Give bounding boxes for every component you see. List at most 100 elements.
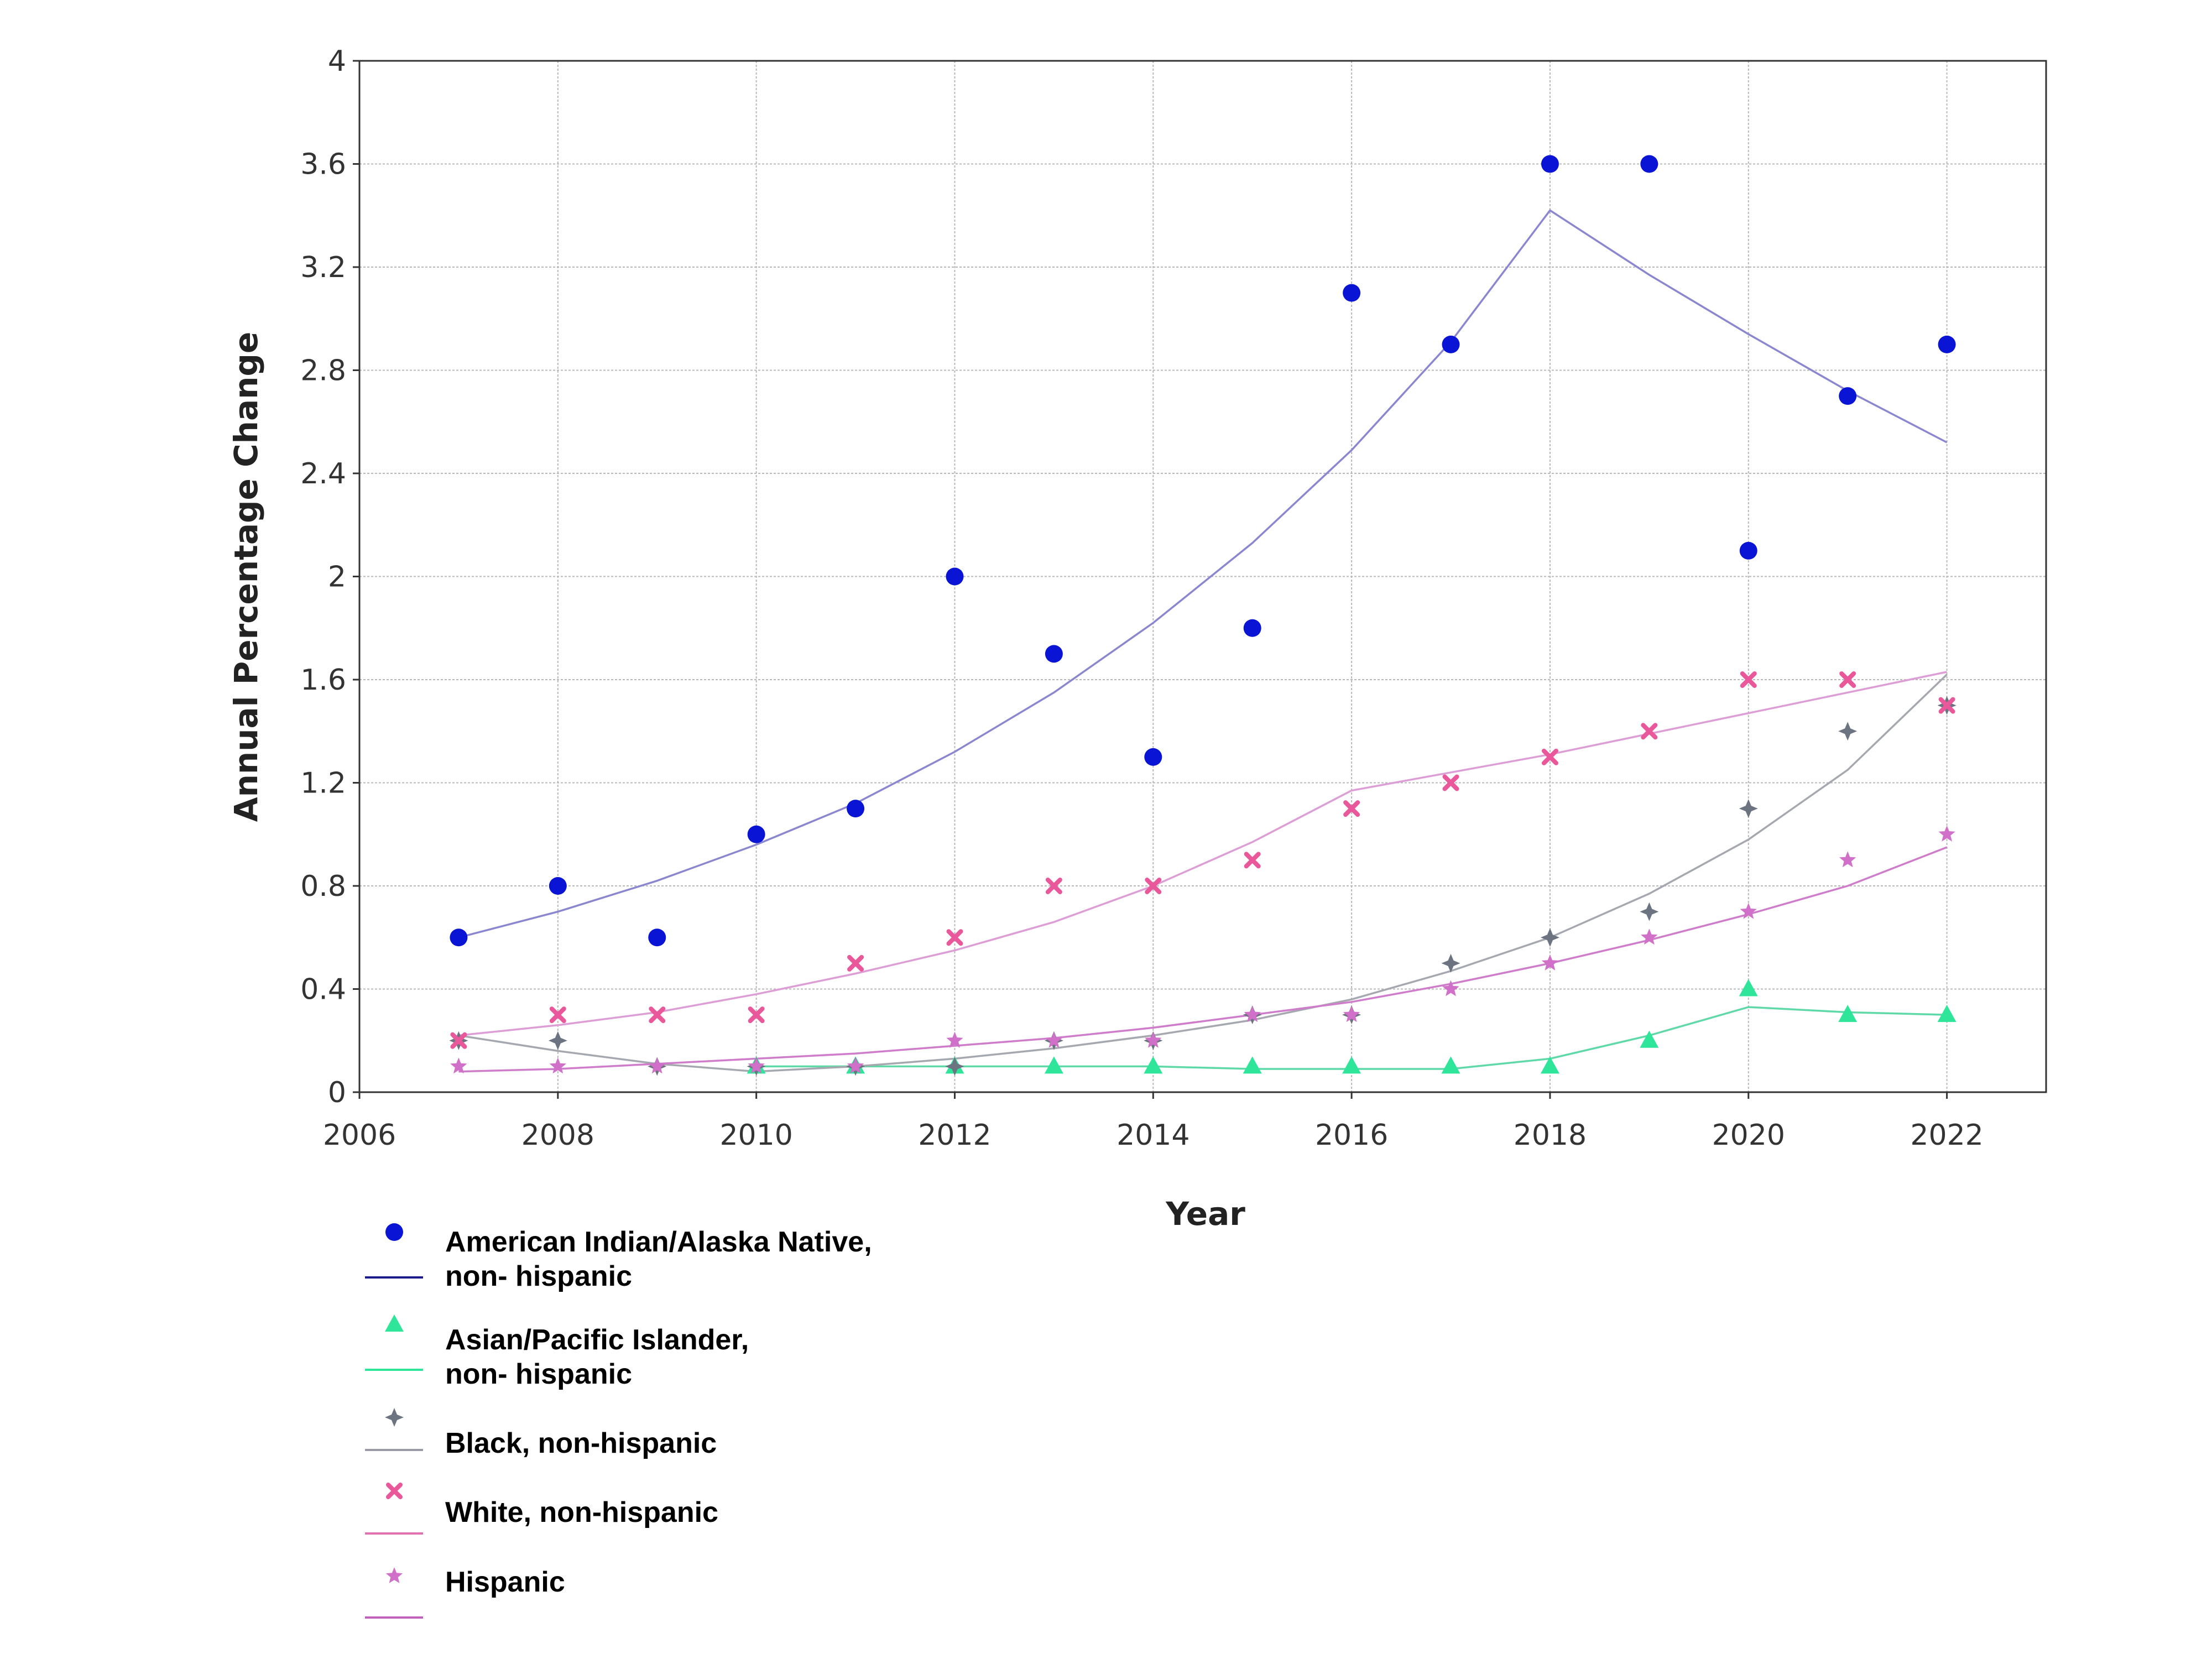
legend-label: Asian/Pacific Islander, [445,1324,749,1356]
y-tick-label: 2.8 [300,354,346,388]
series-0-data-point [1938,335,1956,353]
legend-marker-0 [385,1223,403,1241]
legend-entry-1: Asian/Pacific Islander,non- hispanic [365,1314,749,1390]
series-4-data-point [1938,825,1955,842]
legend-entry-3: White, non-hispanic [365,1483,718,1535]
x-tick-label: 2022 [1910,1119,1983,1152]
legend-label: American Indian/Alaska Native, [445,1226,872,1258]
series-0-data-point [1045,645,1063,663]
series-3-fit-line [458,671,1947,1037]
series-0-data-point [1739,541,1757,560]
series-1-data-point [1342,1056,1361,1074]
legend-marker-2 [385,1408,404,1427]
series-2-data-point [1441,953,1460,973]
series-1-data-point [1540,1056,1559,1074]
legend-marker-3 [386,1483,403,1499]
series-2-fit-line [458,674,1948,1073]
series-2-data-point [548,1031,567,1050]
series-0-data-point [847,800,865,818]
legend-marker-1 [385,1314,404,1332]
data-markers [449,155,1957,1076]
y-tick-label: 2.4 [300,457,346,491]
series-3-data-point [1145,878,1162,894]
series-4-data-point [1045,1031,1063,1048]
legend-entry-4: Hispanic [365,1566,565,1619]
series-0-data-point [1541,155,1559,173]
y-tick-label: 3.2 [300,251,346,284]
series-0-data-point [1839,387,1857,405]
series-3-data-point [1641,723,1658,740]
series-3-data-point [748,1006,765,1024]
series-2-data-point [1640,902,1659,921]
series-1-data-point [1739,979,1758,997]
legend-label: Hispanic [445,1566,565,1598]
legend-label: non- hispanic [445,1358,632,1390]
y-axis-title: Annual Percentage Change [227,332,265,822]
y-tick-label: 0.8 [300,870,346,903]
x-tick-label: 2020 [1712,1119,1785,1152]
y-axis-ticks: 0 0.4 0.8 1.2 1.6 2 2.4 2.8 3.2 3.6 4 [300,45,359,1109]
legend-label: White, non-hispanic [445,1496,718,1528]
series-3-data-point [649,1006,666,1024]
series-4-data-point [1145,1031,1162,1048]
y-tick-label: 0.4 [300,973,346,1006]
series-3-data-point [847,954,864,972]
series-0-data-point [747,825,765,843]
x-tick-label: 2014 [1117,1119,1190,1152]
series-0-data-point [1442,335,1460,353]
series-4-data-point [1442,980,1459,997]
series-0-data-point [1144,748,1162,766]
legend-label: non- hispanic [445,1260,632,1292]
series-4-data-point [1839,851,1856,868]
series-3-data-point [1244,852,1261,869]
series-1-data-point [1838,1005,1858,1022]
y-tick-label: 0 [328,1076,346,1109]
series-1-data-point [1640,1030,1659,1048]
series-4-fit-line [458,846,1948,1073]
series-1-data-point [1243,1056,1262,1074]
series-0-data-point [549,877,567,895]
x-axis-ticks: 2006 2008 2010 2012 2014 2016 2018 2020 2022 [323,1092,1984,1152]
series-4-data-point [1244,1006,1261,1022]
series-0-data-point [1243,619,1261,637]
series-1-data-point [1144,1056,1163,1074]
y-tick-label: 4 [328,45,346,78]
series-0-data-point [450,928,468,947]
series-4-data-point [1641,928,1658,945]
y-tick-label: 1.2 [300,767,346,800]
series-1-data-point [1044,1056,1063,1074]
x-tick-label: 2012 [918,1119,991,1152]
legend-entry-0: American Indian/Alaska Native,non- hispa… [365,1223,872,1292]
series-3-data-point [1740,671,1757,688]
series-4-data-point [450,1057,467,1074]
series-2-data-point [945,1057,964,1076]
x-tick-label: 2016 [1315,1119,1388,1152]
series-1-data-point [1937,1005,1957,1022]
series-2-data-point [1739,799,1758,818]
series-3-data-point [549,1006,566,1024]
y-tick-label: 1.6 [300,664,346,697]
series-0-data-point [946,567,964,586]
series-4-data-point [847,1057,864,1074]
series-3-data-point [1839,671,1856,688]
series-3-data-point [946,929,963,946]
x-tick-label: 2010 [719,1119,792,1152]
series-0-data-point [648,928,666,947]
series-3-data-point [1938,697,1955,714]
x-tick-label: 2018 [1514,1119,1587,1152]
series-2-data-point [1540,928,1559,947]
x-axis-title: Year [1165,1195,1245,1233]
y-tick-label: 2 [328,561,346,594]
series-3-data-point [1541,748,1558,765]
series-1-data-point [1441,1056,1460,1074]
legend-marker-4 [385,1567,403,1583]
legend-entry-2: Black, non-hispanic [365,1408,717,1459]
series-0-fit-line [458,209,1948,938]
x-tick-label: 2008 [521,1119,594,1152]
series-0-data-point [1640,155,1658,173]
series-4-data-point [649,1057,666,1074]
series-4-data-point [1541,954,1559,971]
series-4-data-point [1343,1006,1360,1022]
